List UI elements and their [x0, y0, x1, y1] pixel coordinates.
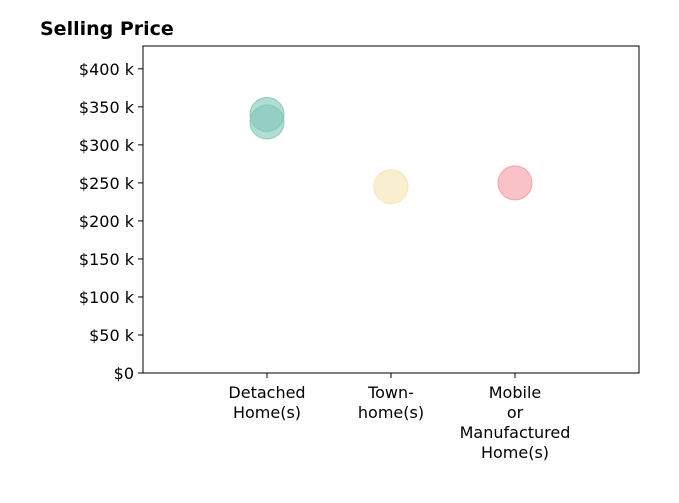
- y-tick-label: $200 k: [79, 212, 135, 231]
- y-axis: $0 $50 k $100 k $150 k $200 k $250 k $300 k $35…: [79, 60, 143, 383]
- x-category-label-line: Town-: [367, 383, 414, 402]
- y-tick-label: $400 k: [79, 60, 135, 79]
- x-category-label-line: Manufactured: [460, 423, 571, 442]
- y-tick-label: $250 k: [79, 174, 135, 193]
- x-category-label-line: Mobile: [489, 383, 541, 402]
- chart-title: Selling Price: [40, 18, 174, 40]
- data-point: [497, 165, 533, 201]
- y-tick-label: $0: [114, 364, 134, 383]
- x-category-label: Detached Home(s): [228, 383, 305, 422]
- plot-area-frame: [142, 45, 640, 374]
- x-category-label-line: home(s): [358, 403, 424, 422]
- x-category-label-line: or: [507, 403, 524, 422]
- x-category-label: Mobile or Manufactured Home(s): [460, 383, 571, 462]
- y-tick-label: $300 k: [79, 136, 135, 155]
- y-tick-label: $50 k: [89, 326, 135, 345]
- data-point: [373, 169, 409, 205]
- data-points: [249, 96, 533, 205]
- y-tick-label: $350 k: [79, 98, 135, 117]
- x-category-label-line: Detached: [228, 383, 305, 402]
- x-category-label-line: Home(s): [481, 443, 549, 462]
- y-tick-label: $150 k: [79, 250, 135, 269]
- y-tick-label: $100 k: [79, 288, 135, 307]
- data-point: [249, 104, 285, 140]
- x-category-label: Town-home(s): [358, 383, 424, 422]
- x-category-label-line: Home(s): [233, 403, 301, 422]
- x-axis: Detached Home(s)Town-home(s)Mobile or Manuf…: [228, 373, 570, 462]
